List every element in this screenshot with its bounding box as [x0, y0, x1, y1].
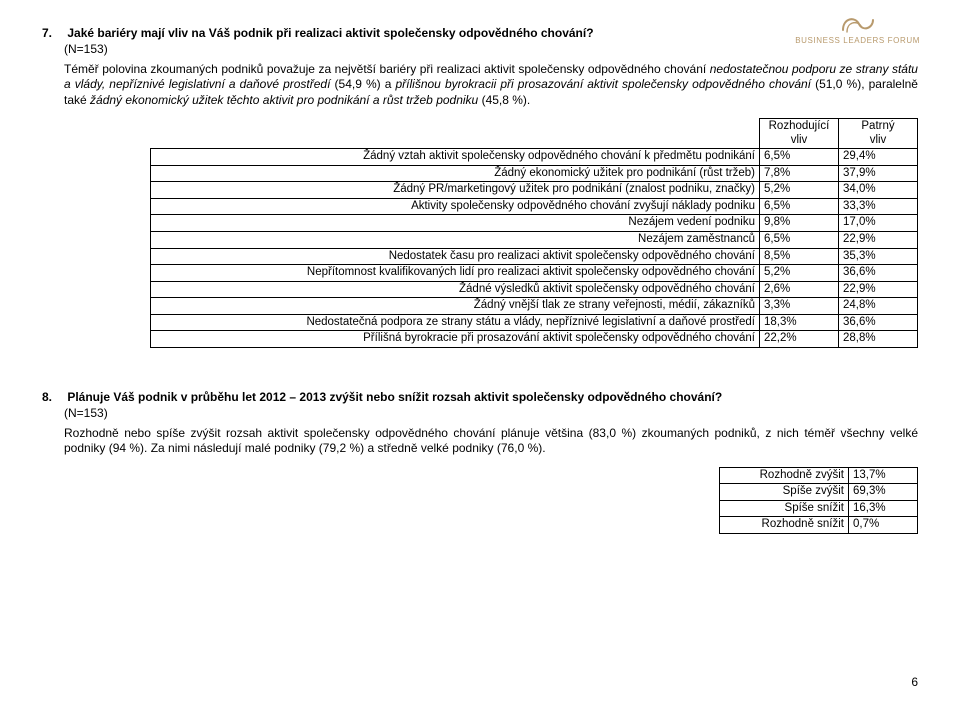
table-row: Žádný vnější tlak ze strany veřejnosti, … — [151, 298, 918, 315]
row-val-2: 33,3% — [839, 198, 918, 215]
q7-title: Jaké bariéry mají vliv na Váš podnik při… — [67, 26, 593, 40]
question-7: 7. Jaké bariéry mají vliv na Váš podnik … — [42, 26, 918, 348]
row-label: Spíše snížit — [720, 500, 849, 517]
q7-para-em2: přílišnou byrokracii při prosazování akt… — [396, 77, 812, 91]
q7-heading: 7. Jaké bariéry mají vliv na Váš podnik … — [42, 26, 918, 40]
q7-para-em3: žádný ekonomický užitek těchto aktivit p… — [90, 93, 478, 107]
q7-table-header: Rozhodujícívliv Patrnývliv — [151, 119, 918, 149]
table-row: Přílišná byrokracie při prosazování akti… — [151, 331, 918, 348]
table-row: Nezájem vedení podniku9,8%17,0% — [151, 215, 918, 232]
row-label: Nedostatek času pro realizaci aktivit sp… — [151, 248, 760, 265]
q8-sample: (N=153) — [64, 406, 918, 420]
q8-heading: 8. Plánuje Váš podnik v průběhu let 2012… — [42, 390, 918, 404]
brand-logo: BUSINESS LEADERS FORUM — [795, 10, 920, 45]
row-val-1: 5,2% — [760, 265, 839, 282]
table-row: Aktivity společensky odpovědného chování… — [151, 198, 918, 215]
row-label: Žádný PR/marketingový užitek pro podniká… — [151, 182, 760, 199]
row-label: Rozhodně snížit — [720, 517, 849, 534]
row-val-2: 22,9% — [839, 281, 918, 298]
q7-col-2: Patrnývliv — [839, 119, 918, 149]
q8-number: 8. — [42, 390, 64, 404]
row-label: Žádný vztah aktivit společensky odpovědn… — [151, 149, 760, 166]
row-val-2: 17,0% — [839, 215, 918, 232]
table-row: Spíše snížit16,3% — [720, 500, 918, 517]
row-val-1: 7,8% — [760, 165, 839, 182]
q8-body: (N=153) Rozhodně nebo spíše zvýšit rozsa… — [64, 406, 918, 534]
logo-text: BUSINESS LEADERS FORUM — [795, 36, 920, 45]
table-row: Nepřítomnost kvalifikovaných lidí pro re… — [151, 265, 918, 282]
table-row: Žádný vztah aktivit společensky odpovědn… — [151, 149, 918, 166]
row-label: Žádný ekonomický užitek pro podnikání (r… — [151, 165, 760, 182]
q8-table: Rozhodně zvýšit13,7%Spíše zvýšit69,3%Spí… — [719, 467, 918, 534]
row-label: Rozhodně zvýšit — [720, 467, 849, 484]
row-label: Nedostatečná podpora ze strany státu a v… — [151, 314, 760, 331]
table-row: Nedostatek času pro realizaci aktivit sp… — [151, 248, 918, 265]
row-label: Nepřítomnost kvalifikovaných lidí pro re… — [151, 265, 760, 282]
row-val-1: 8,5% — [760, 248, 839, 265]
table-row: Rozhodně zvýšit13,7% — [720, 467, 918, 484]
row-val-1: 5,2% — [760, 182, 839, 199]
question-8: 8. Plánuje Váš podnik v průběhu let 2012… — [42, 390, 918, 534]
page-number: 6 — [911, 675, 918, 689]
table-row: Nedostatečná podpora ze strany státu a v… — [151, 314, 918, 331]
q7-body: (N=153) Téměř polovina zkoumaných podnik… — [64, 42, 918, 348]
row-label: Nezájem zaměstnanců — [151, 232, 760, 249]
q7-para-pre: Téměř polovina zkoumaných podniků považu… — [64, 62, 710, 76]
row-val-1: 22,2% — [760, 331, 839, 348]
table-row: Nezájem zaměstnanců6,5%22,9% — [151, 232, 918, 249]
row-val: 16,3% — [849, 500, 918, 517]
row-val-2: 22,9% — [839, 232, 918, 249]
q7-paragraph: Téměř polovina zkoumaných podniků považu… — [64, 62, 918, 108]
row-val-2: 36,6% — [839, 265, 918, 282]
q7-col-1: Rozhodujícívliv — [760, 119, 839, 149]
row-val-2: 34,0% — [839, 182, 918, 199]
row-val-2: 36,6% — [839, 314, 918, 331]
row-val-1: 6,5% — [760, 232, 839, 249]
q7-sample: (N=153) — [64, 42, 918, 56]
row-val-2: 29,4% — [839, 149, 918, 166]
row-label: Nezájem vedení podniku — [151, 215, 760, 232]
row-label: Aktivity společensky odpovědného chování… — [151, 198, 760, 215]
table-row: Rozhodně snížit0,7% — [720, 517, 918, 534]
row-label: Žádný vnější tlak ze strany veřejnosti, … — [151, 298, 760, 315]
row-val-2: 37,9% — [839, 165, 918, 182]
row-val-1: 2,6% — [760, 281, 839, 298]
row-val-1: 18,3% — [760, 314, 839, 331]
row-val-2: 28,8% — [839, 331, 918, 348]
row-val-1: 6,5% — [760, 149, 839, 166]
q7-para-mid1: (54,9 %) a — [330, 77, 395, 91]
table-row: Žádné výsledků aktivit společensky odpov… — [151, 281, 918, 298]
row-val: 69,3% — [849, 484, 918, 501]
row-label: Žádné výsledků aktivit společensky odpov… — [151, 281, 760, 298]
table-row: Žádný ekonomický užitek pro podnikání (r… — [151, 165, 918, 182]
row-label: Spíše zvýšit — [720, 484, 849, 501]
row-label: Přílišná byrokracie při prosazování akti… — [151, 331, 760, 348]
page: BUSINESS LEADERS FORUM 7. Jaké bariéry m… — [0, 0, 960, 703]
row-val-1: 3,3% — [760, 298, 839, 315]
q7-table: Rozhodujícívliv Patrnývliv Žádný vztah a… — [150, 118, 918, 348]
row-val-1: 9,8% — [760, 215, 839, 232]
row-val: 0,7% — [849, 517, 918, 534]
q8-title: Plánuje Váš podnik v průběhu let 2012 – … — [67, 390, 722, 404]
row-val-2: 35,3% — [839, 248, 918, 265]
row-val-1: 6,5% — [760, 198, 839, 215]
q7-number: 7. — [42, 26, 64, 40]
q7-para-post: (45,8 %). — [478, 93, 530, 107]
row-val-2: 24,8% — [839, 298, 918, 315]
logo-mark-icon — [835, 10, 881, 36]
q8-paragraph: Rozhodně nebo spíše zvýšit rozsah aktivi… — [64, 426, 918, 457]
row-val: 13,7% — [849, 467, 918, 484]
table-row: Spíše zvýšit69,3% — [720, 484, 918, 501]
table-row: Žádný PR/marketingový užitek pro podniká… — [151, 182, 918, 199]
